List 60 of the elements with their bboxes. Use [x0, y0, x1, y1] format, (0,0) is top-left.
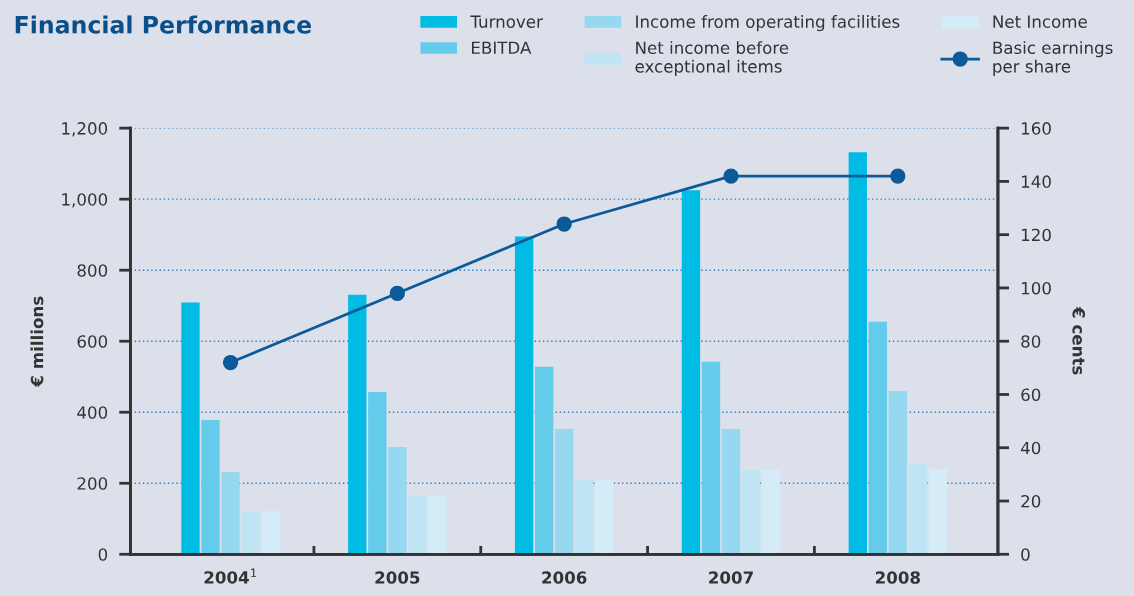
y2-axis-title: € cents — [1072, 306, 1085, 375]
bar — [221, 471, 240, 555]
bar — [428, 496, 447, 555]
y2-tick-label: 120 — [1021, 228, 1051, 242]
bar — [681, 190, 701, 555]
bar — [848, 152, 867, 555]
legend-label: EBITDA — [472, 41, 532, 54]
x-tick-label: 2004$^{1}$ — [204, 568, 257, 584]
bar — [368, 391, 387, 555]
bar — [721, 428, 741, 555]
y-tick-label: 600 — [77, 335, 108, 348]
bar — [575, 480, 594, 555]
chart-title: Financial Performance — [15, 15, 312, 34]
legend-label: Basic earnings per share — [993, 41, 1113, 76]
y2-tick-label: 140 — [1021, 175, 1051, 188]
y2-tick-label: 60 — [1021, 388, 1041, 402]
bar — [595, 480, 614, 555]
bar — [701, 361, 721, 555]
y-tick-label: 800 — [77, 264, 108, 277]
y2-tick-label: 40 — [1020, 441, 1041, 455]
bar — [761, 470, 781, 555]
x-tick-label: 2008 — [875, 571, 920, 584]
point — [890, 168, 906, 184]
point — [723, 168, 739, 184]
bar — [554, 428, 574, 555]
y2-tick-label: 160 — [1021, 122, 1051, 135]
legend-label: Net income before exceptional items — [635, 41, 789, 76]
y2-tick-label: 100 — [1021, 281, 1051, 295]
point — [389, 285, 405, 301]
bar — [741, 470, 761, 555]
y2-tick-label: 20 — [1021, 494, 1041, 508]
bar — [908, 464, 928, 555]
y2-tick-label: 0 — [1021, 548, 1030, 561]
legend-label: Income from operating facilities — [636, 15, 900, 32]
bar — [514, 236, 534, 555]
bar — [181, 302, 200, 555]
y-tick-label: 200 — [77, 477, 108, 490]
bar — [928, 469, 948, 555]
y2-tick-label: 80 — [1021, 335, 1041, 348]
x-tick-label: 2006 — [542, 571, 587, 584]
bar — [868, 321, 887, 555]
bar — [388, 447, 407, 555]
y-tick-label: 0 — [98, 548, 108, 561]
y-tick-label: 1,000 — [62, 193, 108, 208]
y-tick-label: 1,200 — [62, 122, 108, 137]
y-axis-title: € millions — [30, 296, 44, 387]
bar — [241, 511, 260, 555]
x-tick-label: 2007 — [709, 571, 753, 584]
bar — [408, 496, 427, 555]
legend-label: Turnover — [470, 15, 543, 28]
y-tick-label: 400 — [77, 406, 108, 419]
bar — [348, 294, 367, 555]
legend-label: Net Income — [993, 15, 1087, 28]
bar — [201, 420, 220, 555]
point — [222, 354, 239, 371]
x-tick-label: 2005 — [375, 571, 420, 584]
bar — [888, 390, 907, 555]
bar — [534, 366, 554, 555]
point — [556, 216, 572, 232]
bar — [261, 511, 280, 555]
